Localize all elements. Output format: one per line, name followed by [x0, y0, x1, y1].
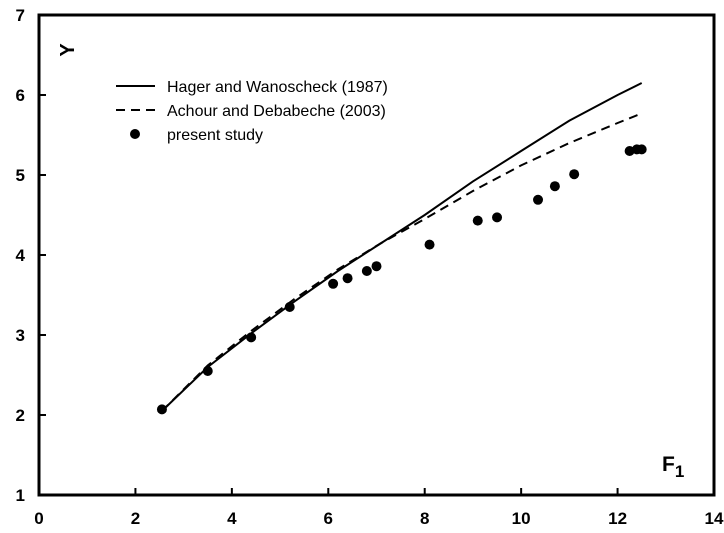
x-tick-label: 14 [705, 509, 724, 528]
y-tick-label: 4 [16, 246, 26, 265]
x-tick-label: 2 [131, 509, 140, 528]
data-point [328, 278, 339, 289]
x-tick-label: 8 [420, 509, 429, 528]
series-layer [156, 82, 647, 415]
x-tick-label: 4 [227, 509, 237, 528]
y-tick-label: 6 [16, 86, 25, 105]
y-tick-label: 2 [16, 406, 25, 425]
data-point [156, 404, 167, 415]
data-point [533, 194, 544, 205]
y-tick-label: 3 [16, 326, 25, 345]
legend-marker-present [130, 129, 140, 139]
data-point [361, 266, 372, 276]
legend-label-present: present study [167, 127, 263, 144]
x-axis-title-subscript: 1 [675, 462, 684, 481]
data-point [202, 366, 213, 376]
data-point [246, 332, 257, 343]
y-tick-label: 7 [16, 6, 25, 25]
data-point [342, 273, 353, 284]
data-point [492, 212, 503, 223]
data-point [636, 144, 647, 155]
x-axis-title: F1 [662, 453, 684, 481]
legend-label-achour: Achour and Debabeche (2003) [167, 103, 386, 120]
data-point [549, 181, 560, 192]
legend: Hager and Wanoscheck (1987) Achour and D… [116, 79, 388, 144]
data-point [424, 239, 435, 250]
y-tick-label: 1 [16, 486, 25, 505]
x-axis-title-main: F [662, 453, 675, 476]
data-point [472, 215, 483, 226]
series-line-achour [161, 112, 643, 412]
series-line-hager [161, 82, 643, 412]
y-tick-label: 5 [16, 166, 25, 185]
x-tick-label: 12 [608, 509, 627, 528]
data-point [371, 261, 382, 272]
legend-label-hager: Hager and Wanoscheck (1987) [167, 79, 388, 96]
x-tick-label: 0 [34, 509, 43, 528]
data-point [284, 302, 295, 312]
x-tick-label: 10 [512, 509, 531, 528]
x-tick-label: 6 [324, 509, 333, 528]
y-axis-title: Y [57, 43, 79, 57]
data-point [569, 169, 580, 180]
